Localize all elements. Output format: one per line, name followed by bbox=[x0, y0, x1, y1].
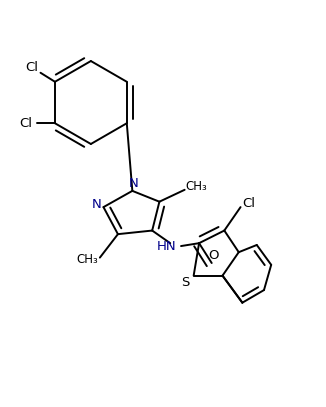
Text: CH₃: CH₃ bbox=[185, 180, 207, 193]
Text: HN: HN bbox=[157, 240, 176, 253]
Text: N: N bbox=[128, 177, 138, 190]
Text: O: O bbox=[208, 249, 219, 262]
Text: Cl: Cl bbox=[25, 61, 38, 74]
Text: N: N bbox=[91, 198, 101, 211]
Text: S: S bbox=[182, 276, 190, 289]
Text: CH₃: CH₃ bbox=[76, 253, 98, 266]
Text: Cl: Cl bbox=[242, 197, 255, 210]
Text: Cl: Cl bbox=[20, 117, 33, 130]
